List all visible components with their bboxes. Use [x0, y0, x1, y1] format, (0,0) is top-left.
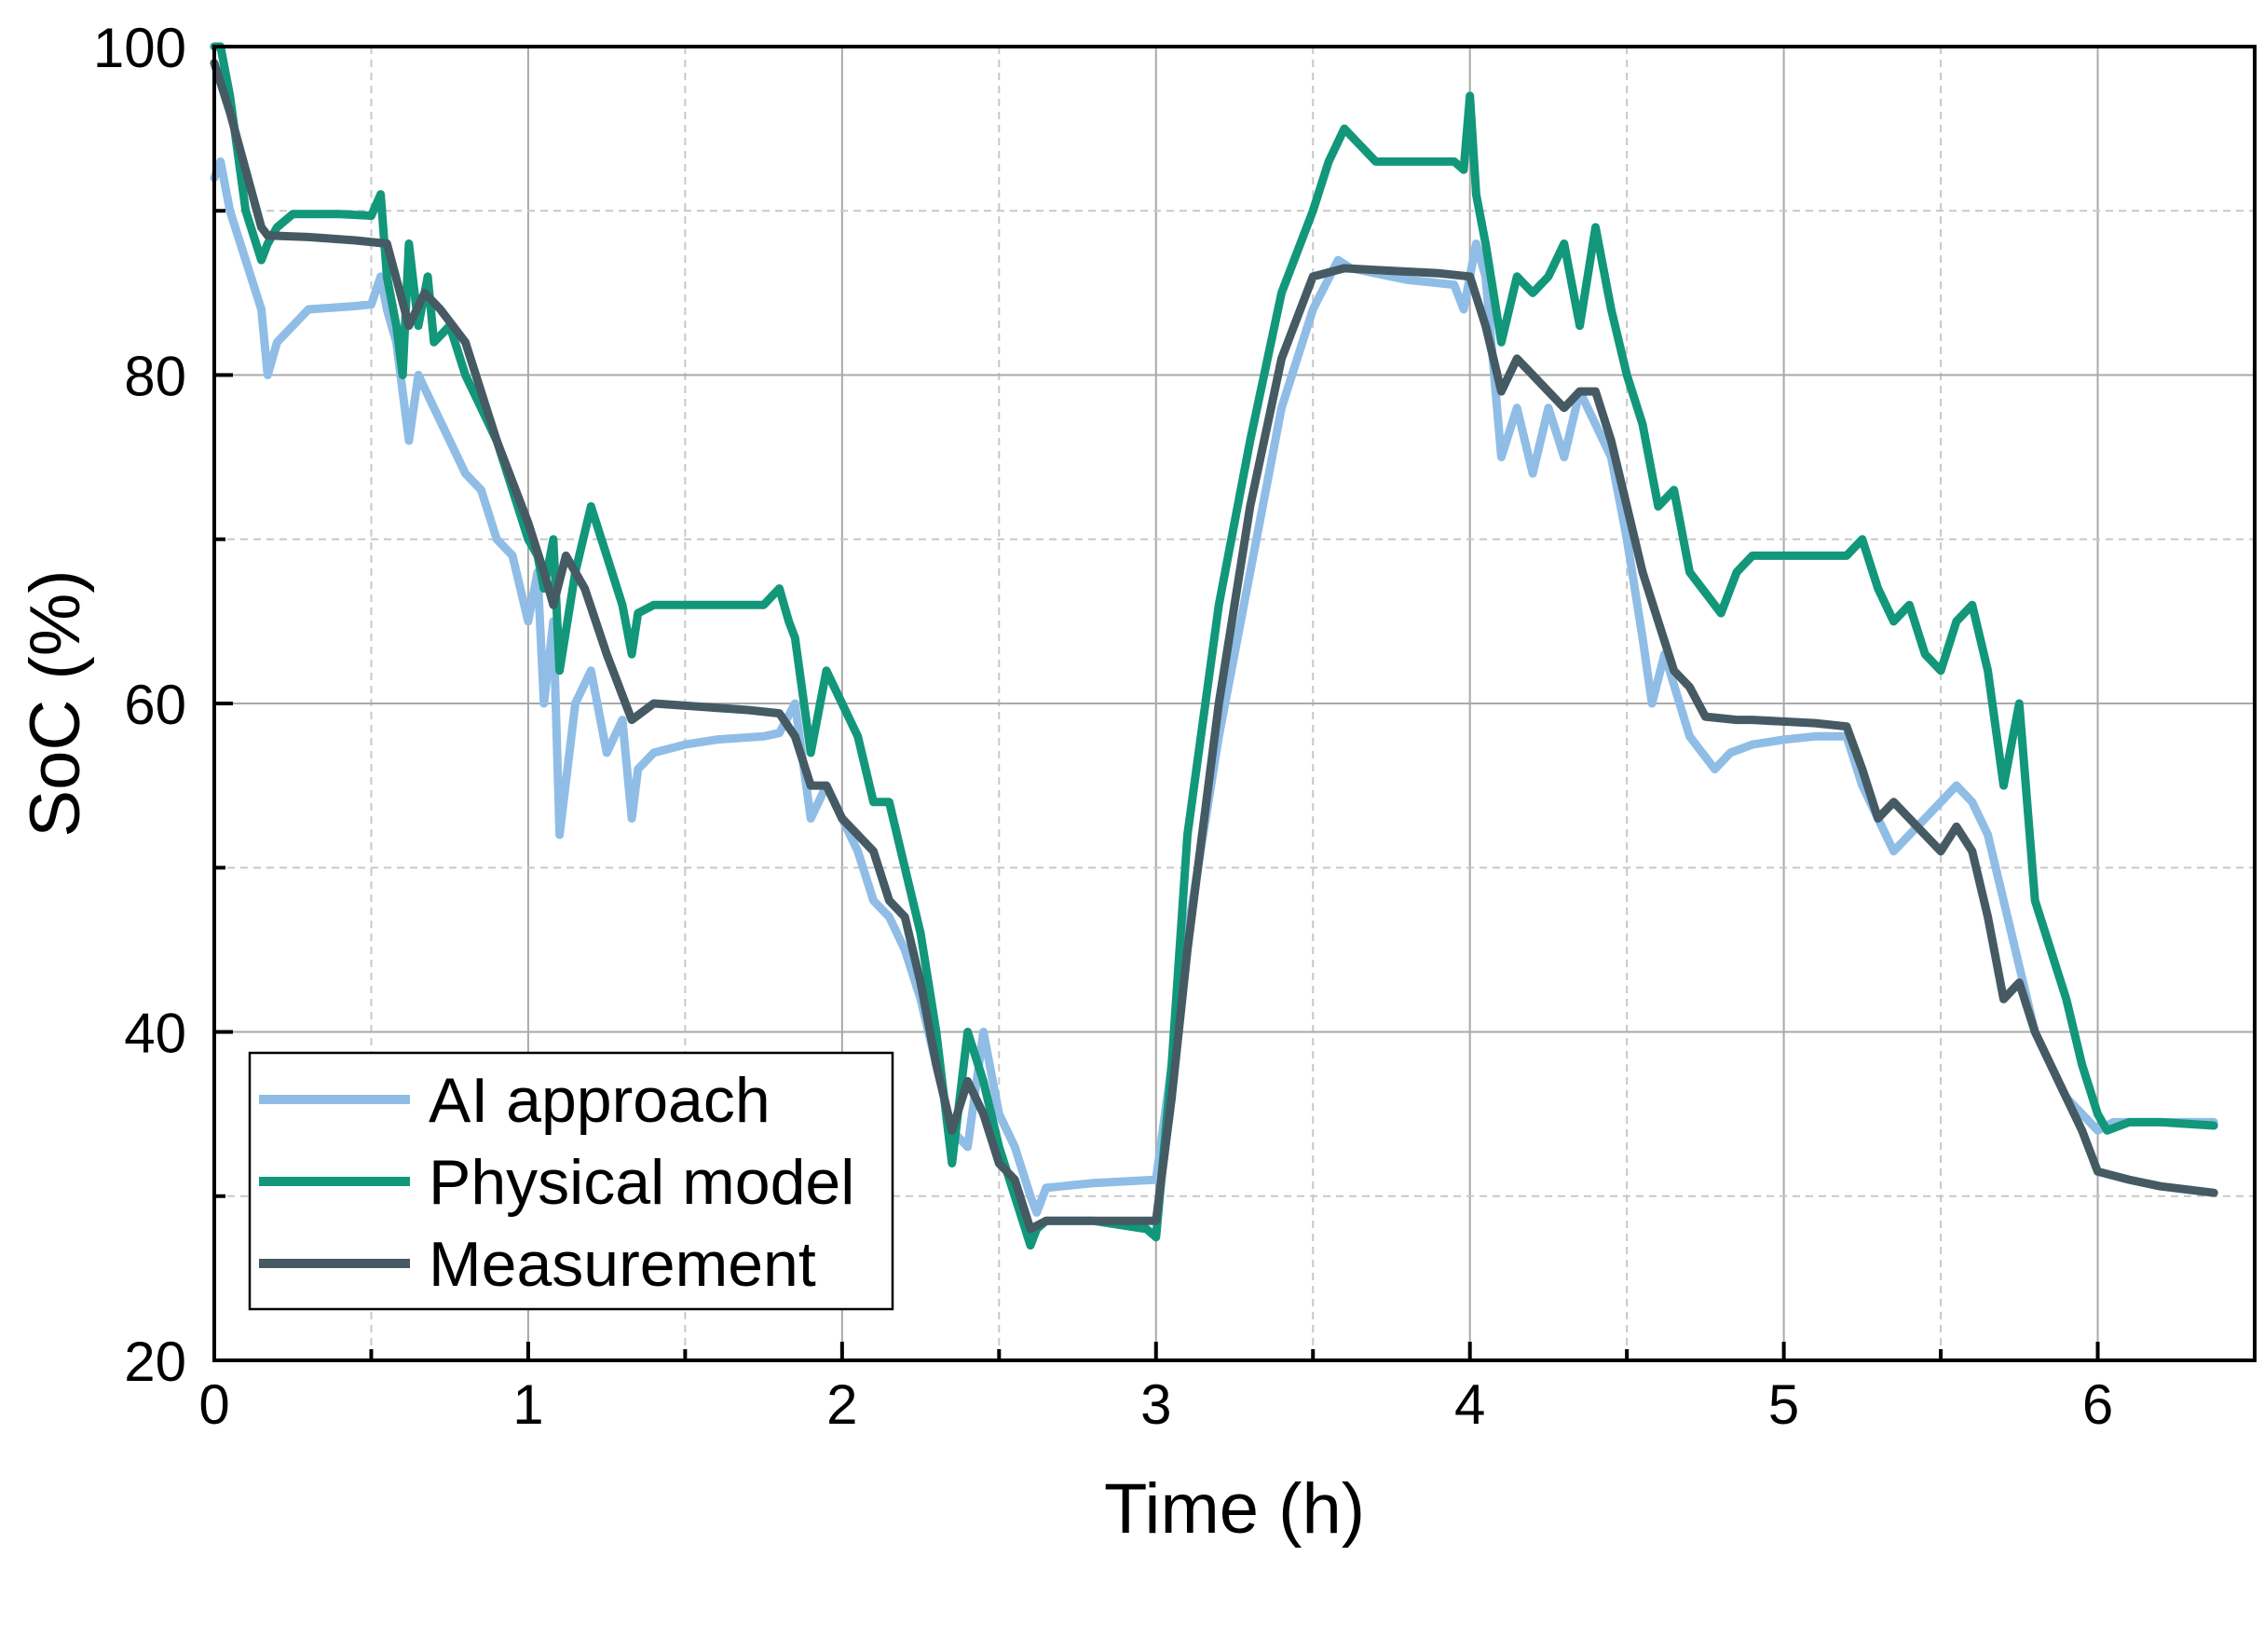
legend-label-physical-model: Physical model	[429, 1147, 854, 1218]
x-tick-label: 5	[1768, 1373, 1799, 1436]
legend: AI approach Physical model Measurement	[248, 1051, 894, 1311]
y-axis-title: SoC (%)	[16, 569, 95, 837]
y-tick-label: 60	[124, 674, 186, 736]
x-tick-label: 4	[1454, 1373, 1485, 1436]
axis-ticks	[212, 45, 2100, 1362]
x-tick-label: 1	[512, 1373, 543, 1436]
y-tick-label: 40	[124, 1003, 186, 1065]
y-tick-label: 80	[124, 346, 186, 408]
y-tick-label: 100	[93, 17, 186, 79]
legend-label-measurement: Measurement	[429, 1229, 816, 1300]
x-tick-label: 2	[826, 1373, 857, 1436]
legend-label-ai-approach: AI approach	[429, 1065, 771, 1136]
x-tick-label: 0	[198, 1373, 229, 1436]
series-line-measurement	[210, 59, 2218, 1234]
series-lines	[210, 42, 2218, 1250]
y-tick-label: 20	[124, 1331, 186, 1393]
tick-labels: 0 1 2 3 4 5 6 20 40 60 80 100	[93, 17, 2113, 1436]
x-axis-title: Time (h)	[1104, 1469, 1365, 1549]
x-tick-label: 6	[2082, 1373, 2113, 1436]
x-tick-label: 3	[1140, 1373, 1171, 1436]
